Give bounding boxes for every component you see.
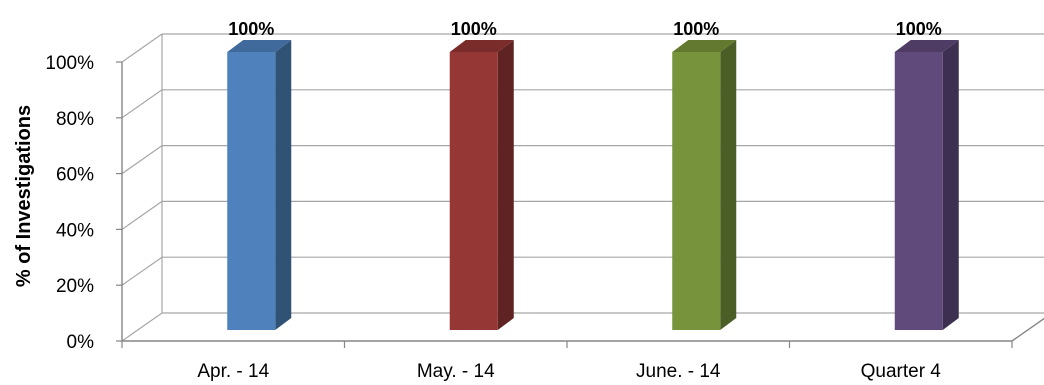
bar-front bbox=[672, 52, 721, 330]
y-tick-label: 80% bbox=[56, 109, 94, 130]
bar-top bbox=[227, 40, 292, 52]
bar-front bbox=[894, 52, 943, 330]
bar bbox=[227, 40, 292, 330]
bar-side bbox=[275, 40, 292, 330]
gridlines bbox=[121, 33, 1044, 342]
data-label: 100% bbox=[451, 19, 497, 39]
bar-top bbox=[894, 40, 959, 52]
gridline-depth bbox=[121, 89, 163, 119]
gridline-depth bbox=[121, 145, 163, 175]
gridline-depth bbox=[121, 33, 163, 63]
y-tick-label: 100% bbox=[45, 53, 94, 74]
x-category-label: June. - 14 bbox=[636, 361, 721, 382]
bar-front bbox=[449, 52, 498, 330]
labels: 0% 20% 40% 60% 80% 100% 100% Apr. - 14 100% May. … bbox=[45, 19, 941, 382]
bar-top bbox=[672, 40, 737, 52]
gridline-depth bbox=[121, 200, 163, 230]
y-tick-label: 60% bbox=[56, 165, 94, 186]
gridline-depth bbox=[121, 256, 163, 286]
bar-side bbox=[942, 40, 959, 330]
bar bbox=[672, 40, 737, 330]
y-tick-label: 40% bbox=[56, 220, 94, 241]
bars bbox=[227, 40, 959, 330]
floor-right-edge bbox=[1011, 317, 1044, 342]
x-category-label: Apr. - 14 bbox=[197, 361, 269, 382]
bar-side bbox=[720, 40, 737, 330]
bar bbox=[894, 40, 959, 330]
y-tick-label: 20% bbox=[56, 276, 94, 297]
y-tick-label: 0% bbox=[67, 332, 95, 353]
axes bbox=[116, 61, 1044, 348]
data-label: 100% bbox=[896, 19, 942, 39]
data-label: 100% bbox=[228, 19, 274, 39]
x-category-label: May. - 14 bbox=[417, 361, 495, 382]
bar-side bbox=[497, 40, 514, 330]
data-label: 100% bbox=[673, 19, 719, 39]
y-axis-title: % of Investigations bbox=[13, 105, 35, 287]
bar bbox=[449, 40, 514, 330]
gridline-depth bbox=[121, 312, 163, 342]
x-category-label: Quarter 4 bbox=[861, 361, 942, 382]
bar-front bbox=[227, 52, 276, 330]
bar-top bbox=[449, 40, 514, 52]
